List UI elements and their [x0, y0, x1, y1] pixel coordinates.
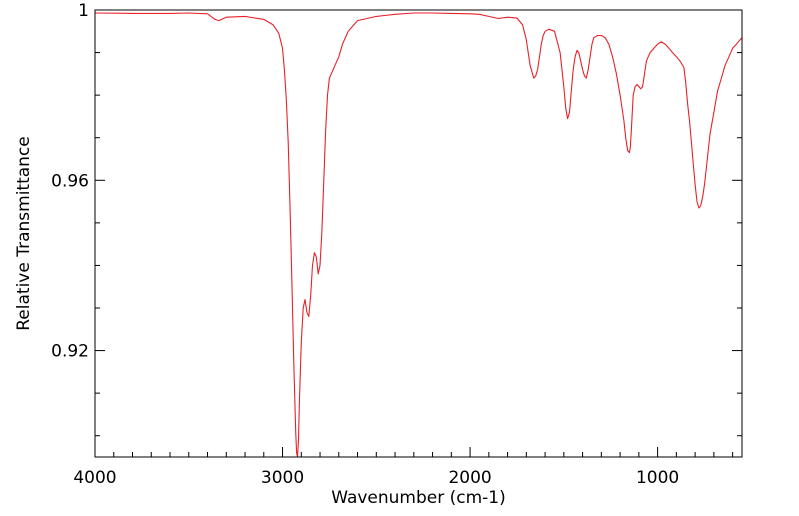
axis-ticks [94, 9, 742, 457]
y-axis-title: Relative Transmittance [14, 136, 34, 331]
plot-area [94, 12, 743, 458]
y-tick-label: 0.92 [51, 342, 89, 362]
plot-frame [94, 9, 743, 458]
x-tick-label: 4000 [73, 468, 116, 488]
tick-labels: 4000 3000 2000 1000 1 0.96 0.92 [51, 1, 679, 488]
x-tick-label: 3000 [261, 468, 304, 488]
x-tick-label: 1000 [636, 468, 679, 488]
y-tick-label: 1 [78, 1, 89, 21]
x-tick-label: 2000 [448, 468, 491, 488]
x-axis-title: Wavenumber (cm-1) [331, 488, 506, 508]
y-tick-label: 0.96 [51, 171, 89, 191]
spectrum-line [94, 12, 743, 458]
